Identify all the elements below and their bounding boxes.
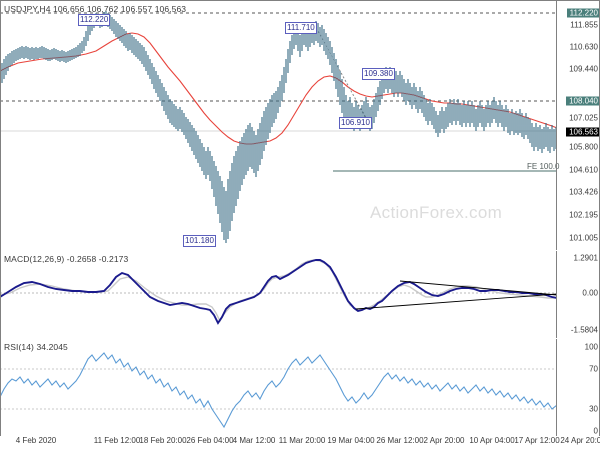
macd-tick-zero: 0.00 <box>582 288 598 298</box>
price-tick-107025: 107.025 <box>569 113 598 123</box>
rsi-tick-70: 70 <box>589 364 598 374</box>
x-tick-6: 19 Mar 04:00 <box>327 436 375 445</box>
macd-lower-trendline <box>355 293 557 310</box>
macd-axis[interactable]: 1.2901 0.00 -1.5804 <box>556 251 600 338</box>
price-tick-112220: 112.220 <box>566 8 600 18</box>
annotation-101180: 101.180 <box>183 235 216 247</box>
time-axis[interactable]: 4 Feb 2020 11 Feb 12:00 18 Feb 20:00 26 … <box>0 436 600 450</box>
rsi-line <box>0 352 557 429</box>
x-tick-3: 26 Feb 04:00 <box>186 436 234 445</box>
annotation-fe-100: FE 100.0 <box>527 162 560 171</box>
watermark: ActionForex.com <box>370 203 503 222</box>
annotation-109380: 109.380 <box>362 68 395 80</box>
x-tick-2: 18 Feb 20:00 <box>139 436 187 445</box>
rsi-axis[interactable]: 100 70 30 0 <box>556 339 600 436</box>
annotation-111710: 111.710 <box>285 22 317 34</box>
macd-header: MACD(12,26,9) -0.2658 -0.2173 <box>4 254 129 264</box>
annotation-112220: 112.220 <box>78 14 111 26</box>
chart-frame-top <box>0 0 600 1</box>
macd-plot <box>0 259 557 325</box>
diagonal-resistance-line <box>317 30 373 130</box>
x-tick-10: 17 Apr 12:00 <box>514 436 560 445</box>
x-tick-11: 24 Apr 20:00 <box>560 436 600 445</box>
x-tick-9: 10 Apr 04:00 <box>469 436 515 445</box>
price-tick-110630: 110.630 <box>569 42 598 52</box>
annotation-106910: 106.910 <box>339 117 372 129</box>
macd-tick-max: 1.2901 <box>573 253 598 263</box>
rsi-tick-30: 30 <box>589 404 598 414</box>
x-tick-0: 4 Feb 2020 <box>15 436 57 445</box>
chart-frame-left <box>0 0 1 436</box>
macd-tick-min: -1.5804 <box>570 325 598 335</box>
price-plot <box>0 11 557 243</box>
macd-line <box>0 259 557 325</box>
price-tick-108040: 108.040 <box>566 96 600 106</box>
price-tick-105800: 105.800 <box>569 142 598 152</box>
x-tick-5: 11 Mar 20:00 <box>278 436 326 445</box>
rsi-tick-0: 0 <box>593 426 598 436</box>
chart-title: USDJPY,H4 106.656 106.762 106.557 106.56… <box>4 4 187 14</box>
x-tick-1: 11 Feb 12:00 <box>93 436 141 445</box>
x-tick-7: 26 Mar 12:00 <box>376 436 424 445</box>
x-tick-4: 4 Mar 12:00 <box>232 436 276 445</box>
price-axis[interactable]: 112.220 111.855 110.630 109.440 108.040 … <box>556 1 600 250</box>
price-tick-104610: 104.610 <box>569 165 598 175</box>
price-tick-109440: 109.440 <box>569 64 598 74</box>
rsi-plot <box>0 352 557 429</box>
price-tick-102195: 102.195 <box>569 210 598 220</box>
price-tick-current: 106.563 <box>566 127 600 137</box>
price-bars <box>1 11 557 243</box>
x-tick-8: 2 Apr 20:00 <box>423 436 465 445</box>
rsi-header: RSI(14) 34.2045 <box>4 342 68 352</box>
macd-upper-trendline <box>399 280 557 296</box>
rsi-tick-100: 100 <box>584 342 598 352</box>
price-tick-111855: 111.855 <box>570 20 598 30</box>
price-tick-103426: 103.426 <box>569 187 598 197</box>
moving-average-line <box>0 32 557 145</box>
price-tick-101005: 101.005 <box>569 233 598 243</box>
